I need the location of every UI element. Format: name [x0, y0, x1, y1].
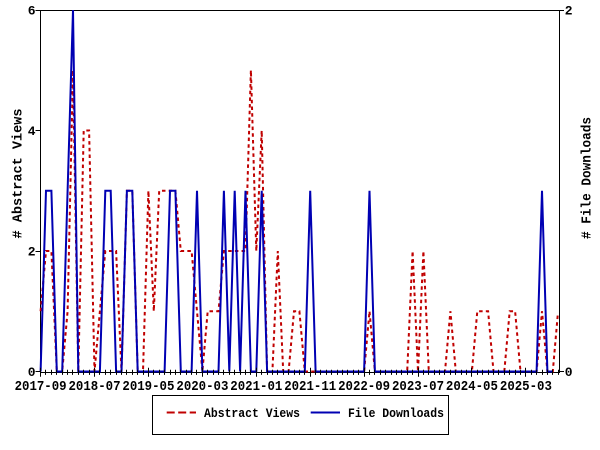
svg-text:# Abstract Views: # Abstract Views — [11, 109, 27, 239]
svg-text:0: 0 — [28, 365, 36, 380]
svg-text:0: 0 — [565, 365, 573, 380]
svg-text:2019-05: 2019-05 — [122, 379, 174, 395]
svg-text:Abstract Views: Abstract Views — [204, 406, 300, 421]
svg-text:2023-07: 2023-07 — [392, 379, 444, 395]
svg-text:2024-05: 2024-05 — [446, 379, 498, 395]
svg-text:2018-07: 2018-07 — [69, 379, 121, 395]
svg-text:2020-03: 2020-03 — [176, 379, 228, 395]
svg-text:2025-03: 2025-03 — [500, 379, 552, 395]
svg-text:2: 2 — [565, 3, 573, 18]
svg-text:# File Downloads: # File Downloads — [580, 117, 596, 239]
svg-text:4: 4 — [28, 124, 36, 139]
svg-text:2022-09: 2022-09 — [338, 379, 390, 395]
svg-text:File Downloads: File Downloads — [348, 406, 444, 421]
svg-text:6: 6 — [28, 3, 36, 18]
svg-text:2021-11: 2021-11 — [284, 379, 336, 395]
svg-text:2: 2 — [28, 244, 36, 259]
svg-text:2021-01: 2021-01 — [230, 379, 282, 395]
svg-text:2017-09: 2017-09 — [15, 379, 67, 395]
